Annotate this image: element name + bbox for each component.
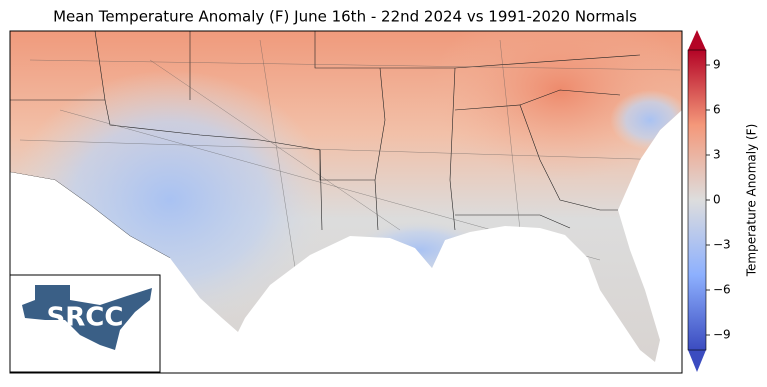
colorbar-label: Temperature Anomaly (F): [745, 124, 759, 278]
colorbar-tick-label: −9: [713, 328, 731, 342]
map-title: Mean Temperature Anomaly (F) June 16th -…: [53, 8, 637, 26]
colorbar-tick-label: −6: [713, 283, 731, 297]
colorbar-tick-label: 6: [713, 103, 721, 117]
colorbar-tick-label: 0: [713, 193, 721, 207]
colorbar-tick-label: −3: [713, 238, 731, 252]
colorbar-tick-label: 9: [713, 58, 721, 72]
colorbar-tick-label: 3: [713, 148, 721, 162]
logo: SRCC: [9, 274, 161, 373]
logo-text: SRCC: [47, 303, 124, 333]
colorbar: [687, 30, 707, 372]
map-frame: [9, 30, 683, 374]
